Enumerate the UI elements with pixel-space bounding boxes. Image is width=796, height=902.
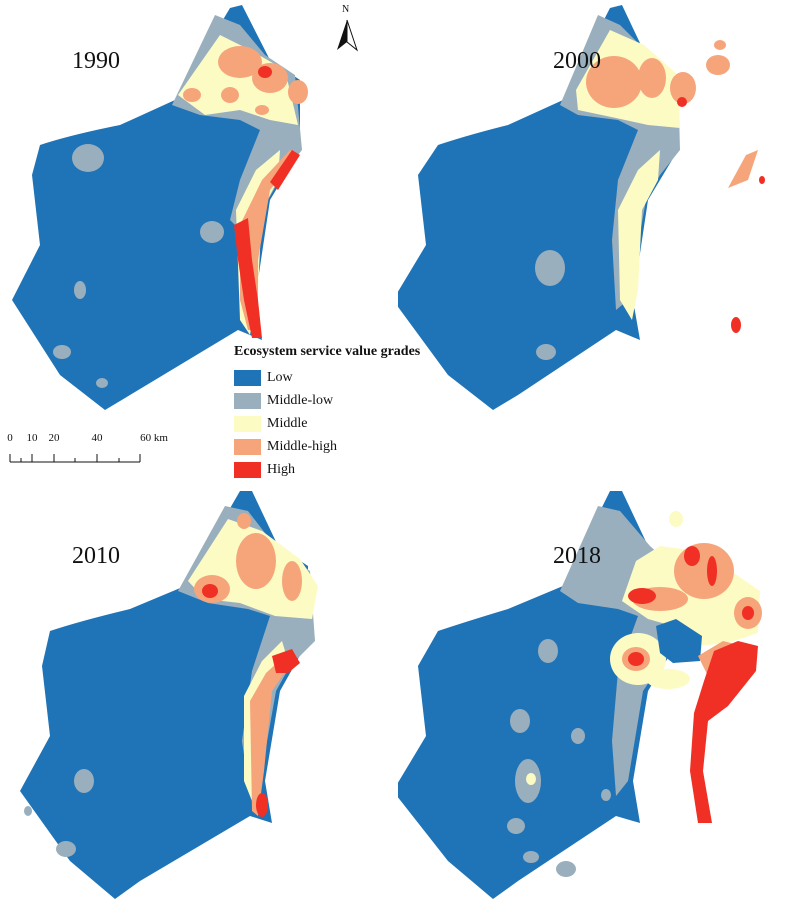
map-2010	[20, 491, 318, 899]
legend: Ecosystem service value grades Low Middl…	[234, 344, 420, 481]
legend-item-middle-low: Middle-low	[234, 389, 420, 412]
year-label-2000: 2000	[553, 48, 601, 74]
legend-item-middle: Middle	[234, 412, 420, 435]
high-region	[234, 66, 300, 338]
year-label-1990: 1990	[72, 48, 120, 74]
map-panel-2000: 2000	[398, 0, 796, 451]
map-1990	[12, 5, 308, 410]
north-arrow-icon	[337, 19, 359, 52]
legend-item-low: Low	[234, 366, 420, 389]
north-label: N	[342, 4, 350, 15]
legend-label-middle: Middle	[267, 415, 308, 431]
middle-high-region	[194, 513, 302, 816]
map-2000	[398, 5, 765, 410]
scale-tick-40: 40	[91, 432, 103, 444]
legend-swatch-low	[234, 369, 261, 386]
scale-bar-graphic	[9, 454, 141, 463]
high-region	[677, 97, 765, 333]
legend-title: Ecosystem service value grades	[234, 344, 421, 359]
legend-swatch-middle-low	[234, 392, 261, 409]
year-label-2018: 2018	[553, 543, 601, 569]
year-label-2010: 2010	[72, 543, 120, 569]
map-panel-1990: 1990	[0, 0, 398, 451]
map-panel-2018: 2018	[398, 451, 796, 902]
scale-tick-60: 60 km	[140, 432, 168, 444]
legend-swatch-high	[234, 461, 261, 478]
scale-tick-0: 0	[7, 432, 13, 444]
map-panel-2010: 2010	[0, 451, 398, 902]
middle-high-region	[586, 40, 758, 188]
legend-label-middle-high: Middle-high	[267, 438, 337, 454]
north-arrow: N	[334, 4, 360, 54]
legend-label-middle-low: Middle-low	[267, 392, 334, 408]
scale-tick-20: 20	[48, 432, 60, 444]
scale-tick-10: 10	[26, 432, 38, 444]
legend-swatch-middle	[234, 415, 261, 432]
map-2018	[398, 491, 762, 899]
central-low-pocket	[656, 619, 702, 663]
high-region	[628, 546, 758, 823]
high-region	[202, 584, 300, 817]
legend-label-low: Low	[267, 369, 293, 385]
legend-item-high: High	[234, 458, 420, 481]
legend-swatch-middle-high	[234, 438, 261, 455]
legend-item-middle-high: Middle-high	[234, 435, 420, 458]
legend-label-high: High	[267, 461, 295, 477]
scale-bar: 0 10 20 40 60 km	[6, 432, 186, 472]
